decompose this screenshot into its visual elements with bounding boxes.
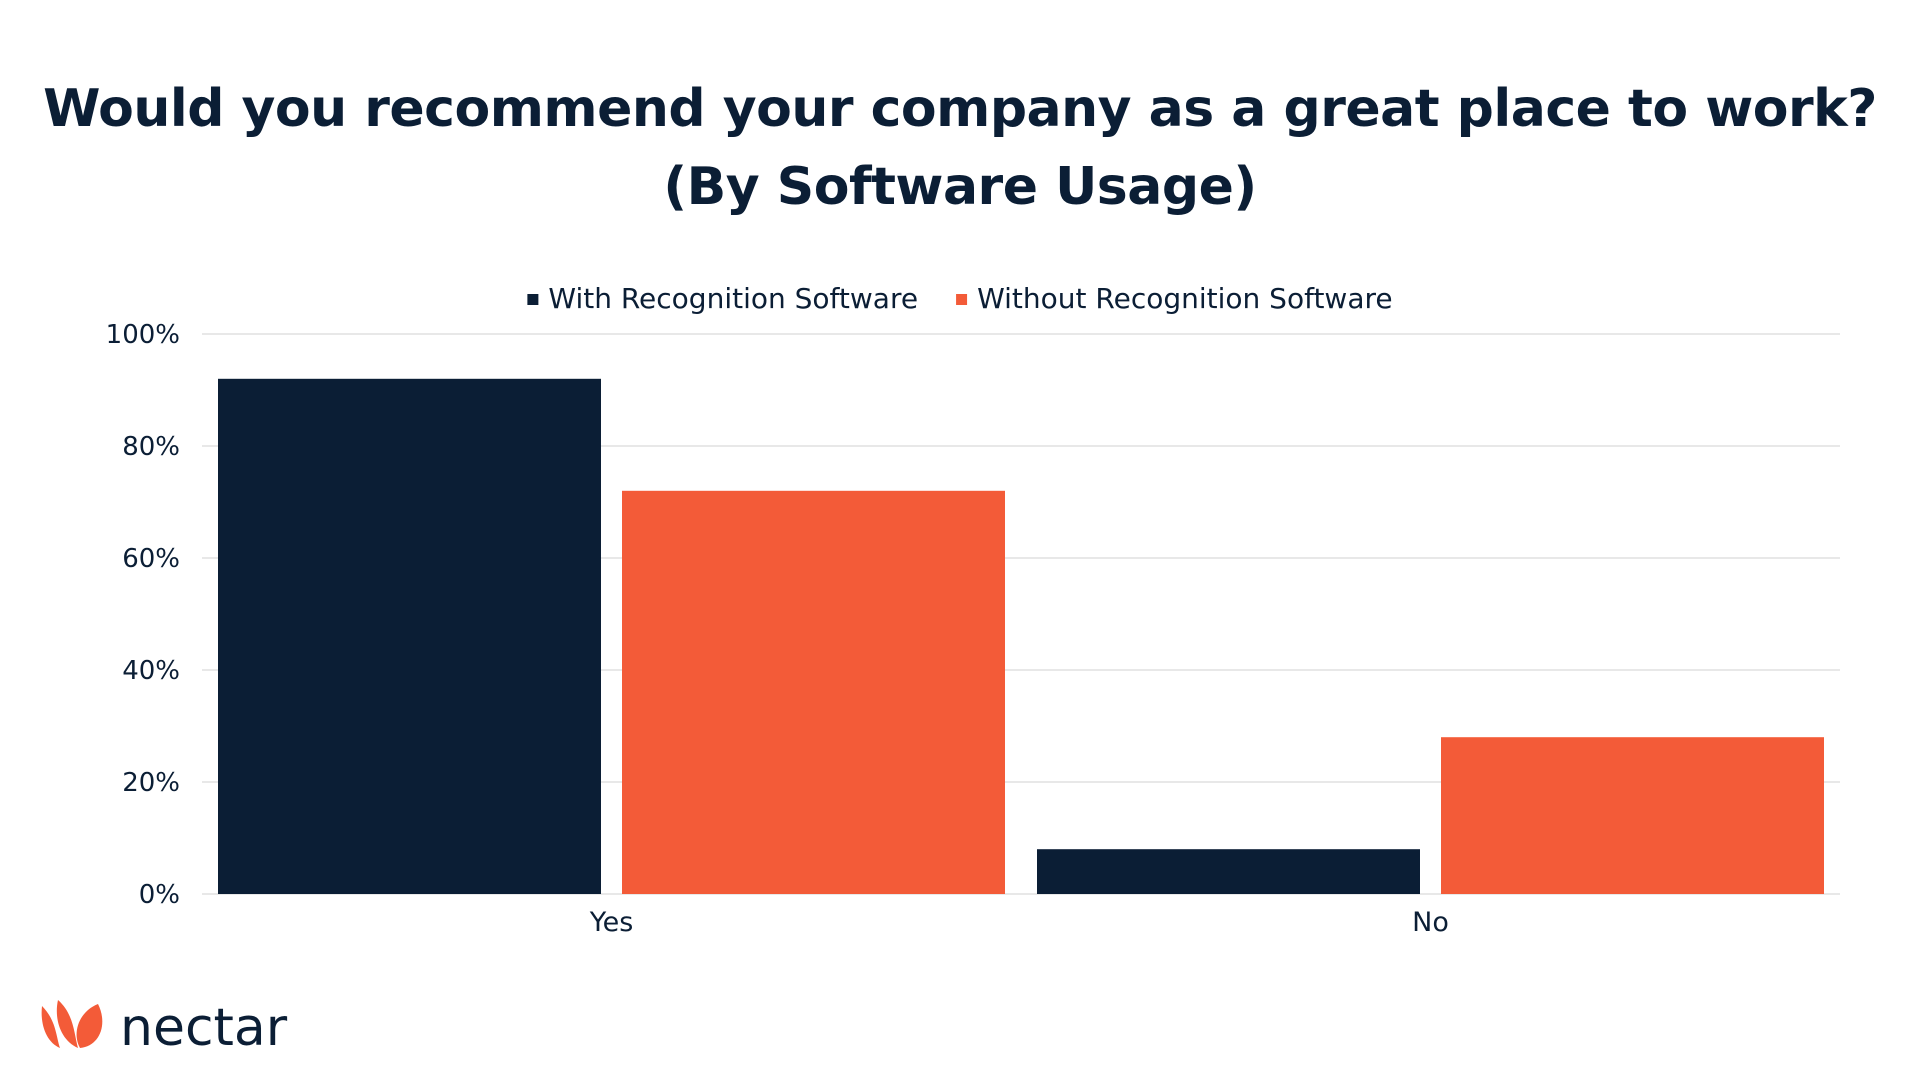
x-tick-label: No	[1412, 907, 1449, 938]
bar	[1441, 737, 1824, 894]
legend-label: With Recognition Software	[548, 282, 918, 315]
y-tick-label: 20%	[122, 768, 180, 798]
chart-subtitle: (By Software Usage)	[663, 157, 1257, 217]
y-tick-label: 40%	[122, 656, 180, 686]
chart-title: Would you recommend your company as a gr…	[43, 79, 1877, 139]
nectar-logo: nectar	[41, 998, 288, 1058]
y-tick-label: 100%	[106, 320, 180, 350]
legend-swatch	[956, 294, 968, 305]
bar	[218, 378, 601, 894]
y-tick-label: 0%	[139, 880, 180, 910]
nectar-logo-wordmark: nectar	[120, 998, 288, 1058]
bar	[1037, 849, 1420, 894]
y-tick-label: 80%	[122, 432, 180, 462]
nectar-logo-mark	[41, 1000, 103, 1048]
bar	[622, 490, 1005, 894]
chart-title-block: Would you recommend your company as a gr…	[0, 70, 1920, 226]
x-tick-label: Yes	[589, 907, 634, 938]
y-tick-label: 60%	[122, 544, 180, 574]
legend-swatch	[527, 294, 539, 305]
legend-label: Without Recognition Software	[977, 282, 1393, 315]
